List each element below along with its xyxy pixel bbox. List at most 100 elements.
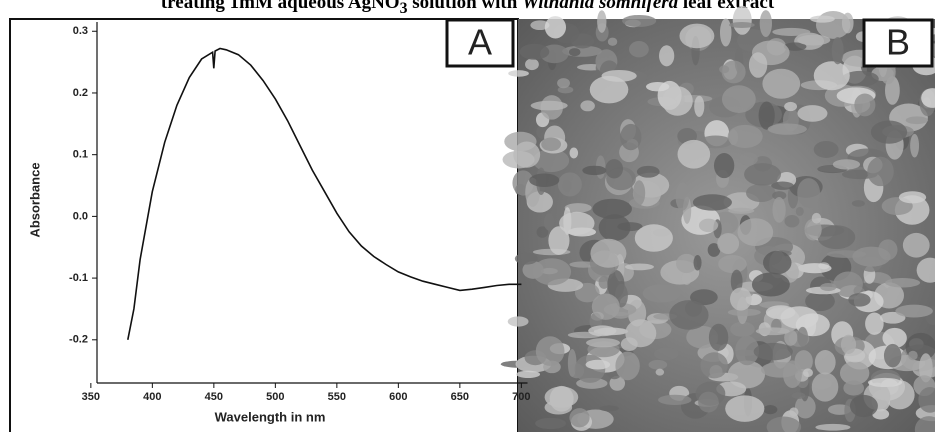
grain <box>570 148 579 159</box>
grain <box>868 378 902 387</box>
grain <box>815 350 836 374</box>
grain <box>516 371 540 378</box>
grain <box>508 70 529 77</box>
grain <box>531 101 568 111</box>
panel-label: A <box>468 22 492 63</box>
grain <box>520 44 550 60</box>
grain <box>729 22 755 28</box>
grain <box>682 272 692 285</box>
grain <box>669 300 708 330</box>
y-tick-label: 0.2 <box>73 87 88 99</box>
grain <box>772 28 810 36</box>
grain <box>717 233 739 254</box>
grain <box>559 212 594 235</box>
grain <box>586 360 611 370</box>
grain <box>843 381 864 396</box>
grain <box>899 191 926 203</box>
grain <box>588 325 616 336</box>
grain <box>762 69 800 99</box>
grain <box>515 253 538 265</box>
grain <box>885 278 920 287</box>
grain <box>728 125 763 148</box>
grain <box>833 159 860 169</box>
grain <box>694 255 702 270</box>
grain <box>763 251 791 274</box>
grain <box>906 116 928 124</box>
grain <box>797 35 830 46</box>
grain <box>714 153 734 178</box>
grain <box>558 172 582 196</box>
grain <box>803 368 813 377</box>
grain <box>620 124 641 150</box>
grain <box>608 38 617 46</box>
grain <box>513 142 540 168</box>
y-tick-label: 0.0 <box>73 210 88 222</box>
grain <box>678 140 711 169</box>
grain <box>818 225 856 249</box>
x-tick-label: 600 <box>389 391 407 403</box>
grain <box>643 284 681 302</box>
grain <box>586 338 620 347</box>
grain <box>649 360 668 370</box>
grain <box>654 348 678 360</box>
grain <box>850 395 878 417</box>
grain <box>854 94 875 117</box>
grain <box>841 335 856 354</box>
grain <box>895 305 933 318</box>
grain <box>637 166 660 178</box>
x-tick-label: 400 <box>143 391 161 403</box>
grain <box>699 219 718 233</box>
x-tick-label: 700 <box>512 391 530 403</box>
grain <box>797 178 820 208</box>
grain <box>722 85 756 113</box>
grain <box>545 16 566 38</box>
x-tick-label: 450 <box>205 391 223 403</box>
grain <box>659 45 674 66</box>
x-tick-label: 550 <box>328 391 346 403</box>
grain <box>535 418 566 429</box>
grain <box>679 24 714 49</box>
grain <box>622 15 656 27</box>
grain <box>635 224 673 251</box>
grain <box>656 369 664 376</box>
grain <box>820 283 836 291</box>
grain <box>580 100 595 111</box>
grain <box>852 200 865 207</box>
grain <box>796 207 804 216</box>
grain <box>792 392 806 399</box>
grain <box>676 182 690 210</box>
grain <box>754 343 793 361</box>
grain <box>625 319 656 347</box>
grain <box>698 392 719 413</box>
grain <box>599 214 631 241</box>
grain <box>832 37 844 64</box>
grain <box>766 305 796 319</box>
grain <box>694 96 704 117</box>
y-tick-label: -0.2 <box>69 334 88 346</box>
grain <box>557 78 570 88</box>
grain <box>625 264 654 271</box>
grain <box>605 159 623 178</box>
grain <box>814 61 850 90</box>
grain <box>746 184 776 202</box>
grain <box>597 10 606 33</box>
x-tick-label: 650 <box>451 391 469 403</box>
grain <box>599 405 619 411</box>
grain <box>569 408 589 427</box>
grain <box>752 272 790 296</box>
grain <box>812 372 839 401</box>
grain <box>749 52 767 78</box>
y-axis-label: Absorbance <box>27 162 42 237</box>
grain <box>662 86 693 116</box>
grain <box>508 316 529 326</box>
grain <box>730 288 752 311</box>
grain <box>590 239 626 268</box>
grain <box>615 352 639 381</box>
grain <box>529 173 559 187</box>
grain <box>810 15 835 22</box>
grain <box>871 121 907 144</box>
grain <box>693 194 732 210</box>
grain <box>532 258 571 285</box>
grain <box>722 60 746 83</box>
grain <box>848 293 870 307</box>
